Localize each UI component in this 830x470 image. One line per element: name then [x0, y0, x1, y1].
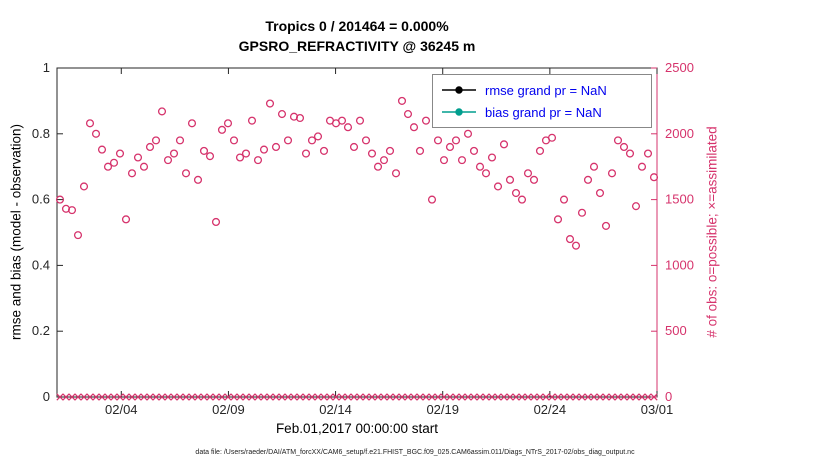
svg-text:02/24: 02/24 — [534, 402, 567, 417]
svg-text:02/19: 02/19 — [426, 402, 459, 417]
svg-text:0: 0 — [43, 389, 50, 404]
data-file-caption: data file: /Users/raeder/DAI/ATM_forcXX/… — [195, 449, 635, 456]
legend-label-bias: bias grand pr = NaN — [485, 104, 602, 120]
x-axis-label: Feb.01,2017 00:00:00 start — [275, 421, 439, 436]
legend-row-rmse: rmse grand pr = NaN — [441, 79, 643, 101]
axis-ticks — [57, 67, 658, 398]
svg-text:02/04: 02/04 — [105, 402, 138, 417]
left-axis-label: rmse and bias (model - observation) — [8, 123, 24, 341]
bias-line-marker-icon — [442, 108, 476, 116]
svg-text:0.4: 0.4 — [32, 257, 50, 272]
right-axis-label: # of obs: o=possible; ×=assimilated — [704, 126, 720, 338]
svg-text:2000: 2000 — [665, 126, 694, 141]
axis-tick-labels: 02/04 02/09 02/14 02/19 02/24 03/0100.20.40.6… — [32, 60, 694, 417]
svg-text:03/01: 03/01 — [641, 402, 674, 417]
page-title: Tropics 0 / 201464 = 0.000% — [265, 18, 449, 34]
svg-text:02/09: 02/09 — [212, 402, 245, 417]
svg-text:02/14: 02/14 — [319, 402, 352, 417]
svg-text:1000: 1000 — [665, 257, 694, 272]
legend: rmse grand pr = NaN bias grand pr = NaN — [432, 74, 652, 128]
svg-text:0.8: 0.8 — [32, 126, 50, 141]
svg-text:0: 0 — [665, 389, 672, 404]
rmse-line-marker-icon — [442, 86, 476, 94]
svg-text:2500: 2500 — [665, 60, 694, 75]
assimilated-markers — [56, 393, 658, 401]
chart-subtitle: GPSRO_REFRACTIVITY @ 36245 m — [238, 38, 476, 54]
svg-text:0.2: 0.2 — [32, 323, 50, 338]
axes-box — [56, 67, 658, 398]
title-block: Tropics 0 / 201464 = 0.000% GPSRO_REFRAC… — [57, 16, 657, 56]
svg-text:500: 500 — [665, 323, 687, 338]
svg-text:1: 1 — [43, 60, 50, 75]
possible-obs-markers — [55, 96, 659, 250]
legend-label-rmse: rmse grand pr = NaN — [485, 82, 607, 98]
svg-text:1500: 1500 — [665, 192, 694, 207]
svg-text:0.6: 0.6 — [32, 192, 50, 207]
legend-row-bias: bias grand pr = NaN — [441, 101, 643, 123]
